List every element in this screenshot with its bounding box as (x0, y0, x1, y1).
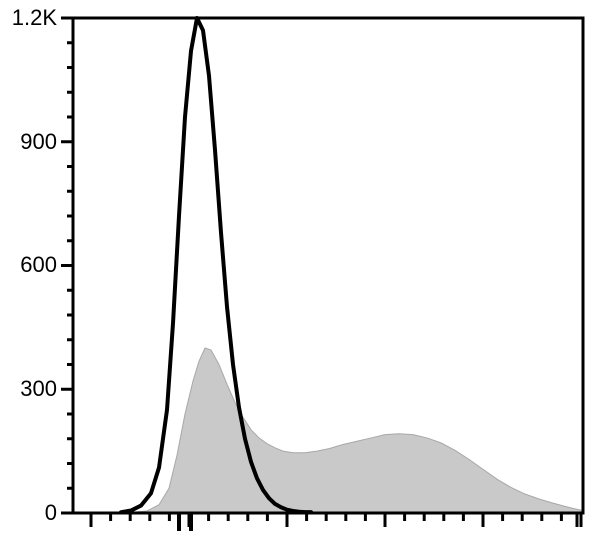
x-axis-gate-mark (177, 513, 181, 531)
flow-cytometry-histogram: 0 300 600 900 1.2K (0, 0, 608, 545)
y-tick-label: 900 (20, 129, 57, 155)
y-tick-label: 600 (20, 252, 57, 278)
y-tick-label: 0 (45, 500, 57, 526)
plot-svg (73, 18, 608, 543)
y-tick-label: 300 (20, 376, 57, 402)
y-tick-label: 1.2K (12, 5, 57, 31)
plot-area (73, 18, 583, 513)
x-axis-gate-mark (189, 513, 193, 531)
